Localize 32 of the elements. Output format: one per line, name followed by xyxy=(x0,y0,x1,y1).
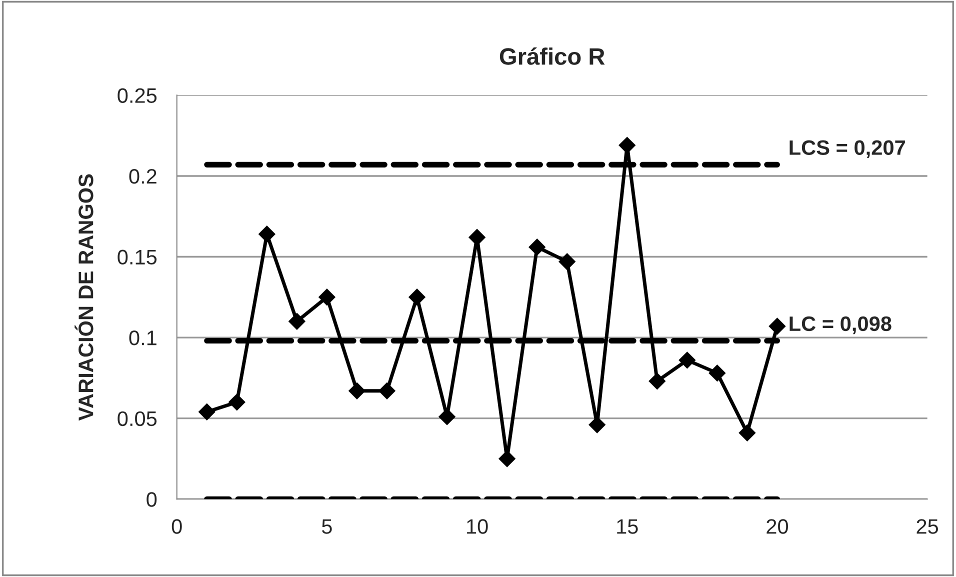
y-tick-label: 0.15 xyxy=(118,250,157,265)
point xyxy=(768,318,786,335)
point xyxy=(558,253,576,270)
y-tick-label: 0 xyxy=(146,492,157,507)
point xyxy=(228,394,246,411)
point xyxy=(258,226,276,243)
point xyxy=(738,424,756,442)
point xyxy=(318,288,336,306)
y-tick-label: 0.2 xyxy=(129,168,156,184)
point xyxy=(378,382,396,400)
ref-line-label: LCS = 0,207 xyxy=(790,140,905,158)
point xyxy=(408,288,426,306)
point xyxy=(708,364,726,382)
y-tick-label: 0.25 xyxy=(118,88,157,103)
point xyxy=(678,352,696,369)
y-tick-label: 0.05 xyxy=(118,411,157,426)
x-tick-label: 25 xyxy=(916,519,938,534)
point xyxy=(288,313,306,330)
chart-title: Gráfico R xyxy=(500,47,605,65)
point xyxy=(198,403,216,420)
point xyxy=(348,382,366,400)
x-tick-label: 5 xyxy=(322,519,332,534)
x-tick-label: 15 xyxy=(617,519,638,534)
ref-line-label: LC = 0,098 xyxy=(790,316,892,334)
x-tick-label: 10 xyxy=(467,519,488,534)
x-tick-label: 20 xyxy=(766,519,788,534)
point xyxy=(528,238,546,256)
y-axis-title: VARIACIÓN DE RANGOS xyxy=(74,174,94,421)
x-tick-label: 0 xyxy=(172,519,182,534)
point xyxy=(648,372,666,390)
point xyxy=(618,136,636,154)
y-tick-label: 0.1 xyxy=(129,330,156,346)
